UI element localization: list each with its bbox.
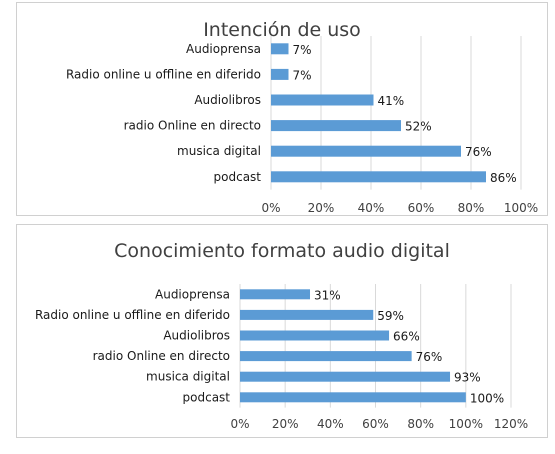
chart1-bar [271,68,289,80]
chart1-bar [271,94,374,106]
chart1-category-label: Audioprensa [186,42,261,56]
chart1-data-label: 52% [405,120,432,134]
chart1-bar [271,43,289,55]
chart2-x-tick-label: 120% [494,417,528,431]
chart2-bar [240,289,311,300]
chart2-data-label: 76% [416,350,443,364]
chart2-data-label: 31% [314,288,341,302]
chart1-bar [271,145,461,157]
chart2-x-tick-label: 40% [317,417,344,431]
chart2-data-label: 66% [393,330,420,344]
chart1-bar [271,120,401,132]
chart2-category-label: Audiolibros [163,329,230,343]
chart1-data-label: 7% [293,43,312,57]
chart2-bar [240,330,390,341]
chart1-category-label: musica digital [177,144,261,158]
chart1-data-label: 41% [378,94,405,108]
chart2-category-label: Radio online u offline en diferido [35,308,230,322]
chart2-bar [240,392,466,403]
chart1-category-label: Radio online u offline en diferido [66,67,261,81]
chart2-x-tick-label: 20% [272,417,299,431]
chart2-data-label: 59% [377,309,404,323]
chart1-bar [271,171,486,183]
chart2-category-label: podcast [183,390,231,404]
chart2-x-tick-label: 80% [407,417,434,431]
chart1-data-label: 76% [465,145,492,159]
chart1-x-tick-label: 100% [504,201,538,215]
chart2-bar [240,351,412,362]
chart2-data-label: 100% [470,391,504,405]
chart1-category-label: Audiolibros [194,93,261,107]
chart1-data-label: 86% [490,171,517,185]
chart2-x-tick-label: 100% [449,417,483,431]
chart2-category-label: musica digital [146,370,230,384]
chart2-title: Conocimiento formato audio digital [114,240,450,262]
chart1-category-label: podcast [214,170,262,184]
chart1-category-label: radio Online en directo [124,119,261,133]
chart2-category-label: Audioprensa [155,287,230,301]
chart2-x-tick-label: 60% [362,417,389,431]
chart1-title: Intención de uso [203,19,361,41]
chart2-bar [240,371,451,382]
chart2-x-tick-label: 0% [230,417,249,431]
chart2-bar [240,309,374,320]
chart1-x-tick-label: 80% [458,201,485,215]
chart1-x-tick-label: 40% [358,201,385,215]
chart2-data-label: 93% [454,371,481,385]
chart1-x-tick-label: 60% [408,201,435,215]
chart1-data-label: 7% [293,68,312,82]
chart1-x-tick-label: 20% [308,201,335,215]
chart1-x-tick-label: 0% [261,201,280,215]
chart2-category-label: radio Online en directo [93,349,230,363]
